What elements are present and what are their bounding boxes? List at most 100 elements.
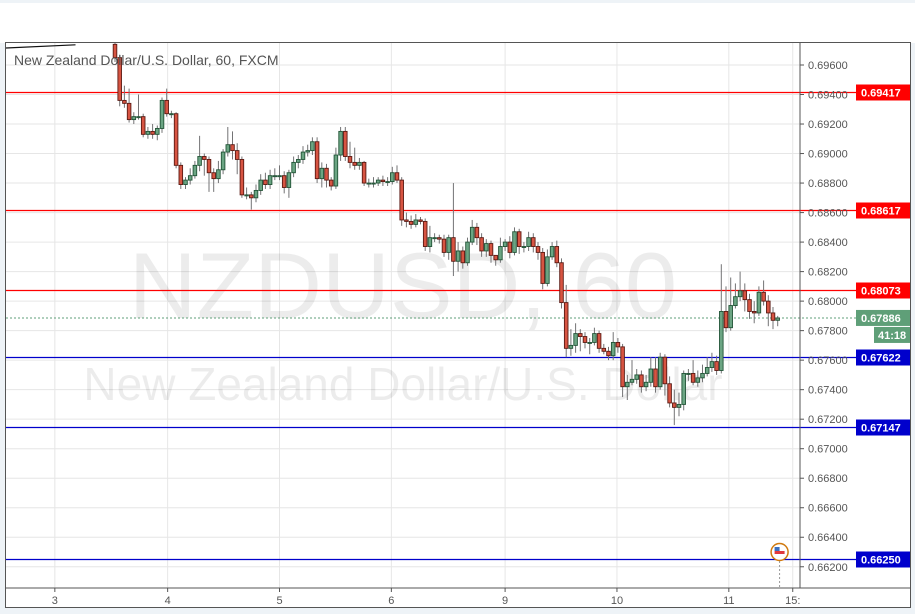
- candle-body-down: [263, 179, 268, 185]
- price-tick-label: 0.67600: [808, 355, 848, 367]
- candle: [446, 234, 451, 260]
- candle: [253, 184, 259, 203]
- candle-body-down: [596, 333, 602, 349]
- candle: [549, 242, 555, 260]
- candle: [751, 301, 757, 324]
- candle: [686, 369, 691, 381]
- candle-body-down: [761, 291, 766, 302]
- candle: [596, 330, 602, 353]
- countdown-label: 41:18: [878, 330, 906, 342]
- candle-body-up: [592, 333, 597, 343]
- candle-body-up: [267, 175, 273, 185]
- candle-body-down: [606, 350, 611, 357]
- candle-body-up: [277, 175, 282, 178]
- candle-body-up: [296, 158, 301, 163]
- candle-body-down: [662, 356, 668, 385]
- candle: [239, 156, 245, 198]
- support-price-label: 0.67147: [861, 423, 901, 435]
- price-tick-label: 0.68000: [808, 296, 848, 308]
- candle: [484, 239, 489, 257]
- candle: [140, 113, 146, 138]
- candle-body-down: [563, 302, 569, 349]
- candle-body-up: [634, 374, 639, 380]
- candle-body-up: [371, 182, 376, 185]
- candle-body-up: [728, 305, 733, 329]
- candle-body-up: [338, 130, 343, 156]
- candle: [408, 215, 414, 229]
- candle: [695, 370, 701, 387]
- resistance-price-label: 0.68073: [861, 286, 901, 298]
- watermark-symbol: NZDUSD, 60: [129, 233, 677, 338]
- candle-body-down: [126, 102, 132, 121]
- price-tick-label: 0.66200: [808, 562, 848, 574]
- candle: [610, 332, 616, 361]
- candle-body-up: [526, 237, 531, 247]
- candle-body-down: [206, 158, 212, 174]
- candle-body-up: [484, 243, 489, 252]
- candle-body-up: [159, 99, 165, 129]
- time-axis[interactable]: 3 4 5 6 9 10 11 15:: [52, 588, 801, 607]
- candle-body-down: [202, 156, 207, 160]
- candle-body-down: [507, 241, 513, 253]
- watermark: NZDUSD, 60 New Zealand Dollar/U.S. Dolla…: [83, 233, 722, 410]
- candle: [737, 271, 743, 302]
- candle: [690, 360, 696, 386]
- candle-body-up: [695, 377, 701, 383]
- candle-body-up: [676, 403, 682, 408]
- candle-body-up: [183, 179, 188, 185]
- candle-body-up: [657, 356, 663, 388]
- candle: [535, 242, 541, 260]
- candle: [493, 254, 498, 266]
- candle-body-up: [545, 256, 550, 284]
- us-flag-icon[interactable]: [770, 542, 789, 562]
- candle-body-up: [704, 367, 710, 374]
- candle: [601, 343, 607, 355]
- candle: [404, 212, 409, 228]
- candle-body-up: [629, 378, 635, 383]
- candle: [117, 54, 122, 107]
- price-tick-label: 0.66600: [808, 503, 848, 515]
- candle: [277, 165, 282, 181]
- candle: [300, 146, 306, 164]
- time-tick-label: 5: [276, 595, 282, 607]
- candle-body-up: [512, 231, 517, 253]
- candle: [747, 293, 752, 319]
- candle-body-down: [690, 372, 696, 383]
- candle: [187, 168, 193, 185]
- candle-body-down: [766, 300, 771, 314]
- candle: [582, 332, 588, 349]
- time-axis-background[interactable]: [6, 588, 910, 607]
- price-tick-label: 0.66400: [808, 532, 848, 544]
- candle: [554, 240, 560, 268]
- candle-body-down: [742, 290, 748, 301]
- candle: [305, 144, 310, 157]
- candle: [573, 323, 578, 353]
- candle-body-down: [117, 57, 122, 101]
- candle-body-up: [610, 341, 616, 357]
- candle: [131, 112, 137, 125]
- candle-body-down: [601, 347, 607, 352]
- candle-body-down: [418, 219, 423, 222]
- candle: [451, 183, 456, 277]
- candle: [155, 125, 160, 141]
- price-axis[interactable]: 0.69600 0.69400 0.69200 0.69000 0.68800 0.686…: [800, 60, 848, 574]
- candle: [314, 137, 320, 184]
- candles: [112, 43, 780, 426]
- candle: [328, 177, 334, 191]
- candle-body-up: [258, 179, 263, 191]
- top-toolbar-area: [0, 3, 915, 43]
- candle-body-up: [498, 246, 503, 261]
- candle: [211, 168, 216, 192]
- time-tick-label: 15:: [785, 595, 800, 607]
- candle-body-down: [770, 312, 776, 321]
- candle: [192, 160, 198, 179]
- candle: [516, 228, 522, 254]
- candle-body-down: [164, 99, 169, 115]
- candle-body-down: [361, 161, 367, 184]
- candle: [639, 370, 644, 393]
- candle-body-up: [333, 154, 339, 187]
- resistance-price-tag: [856, 84, 910, 101]
- candle-body-down: [281, 175, 287, 188]
- candle-body-up: [225, 144, 231, 153]
